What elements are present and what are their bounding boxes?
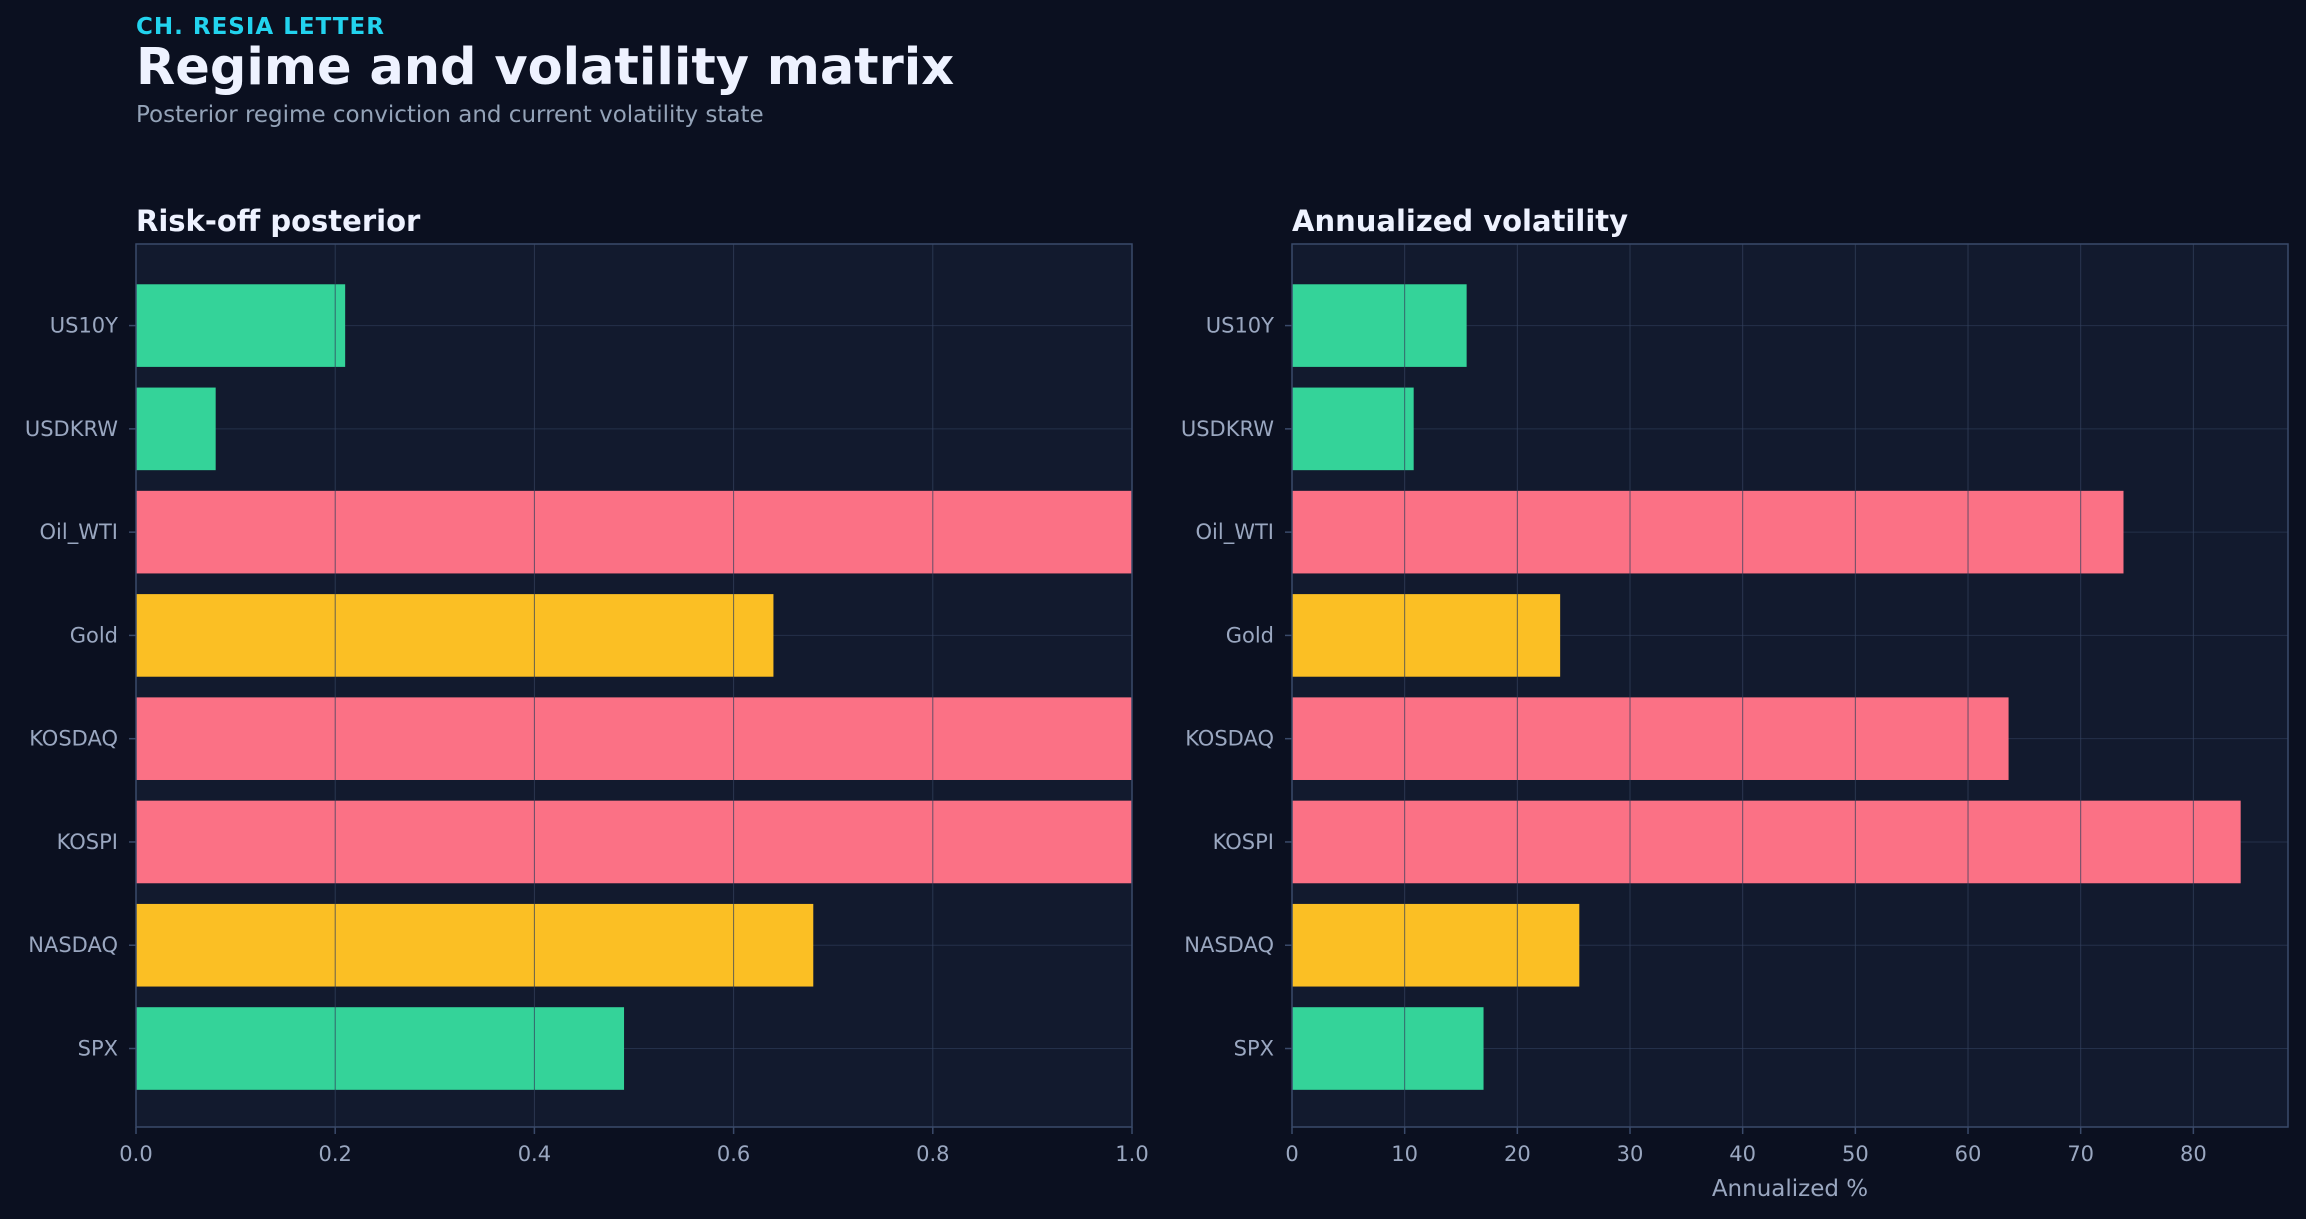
x-tick-label: 0.2 bbox=[318, 1142, 351, 1166]
y-tick-label: USDKRW bbox=[1181, 417, 1274, 441]
y-tick-label: Gold bbox=[70, 623, 118, 647]
bar-kospi bbox=[1292, 800, 2241, 884]
x-tick-label: 30 bbox=[1617, 1142, 1644, 1166]
report-kicker: CH. RESIA LETTER bbox=[136, 14, 385, 40]
bar-kosdaq bbox=[1292, 697, 2009, 780]
y-tick-label: US10Y bbox=[1206, 314, 1274, 338]
x-tick-label: 1.0 bbox=[1115, 1142, 1148, 1166]
plot-area bbox=[136, 244, 1132, 1127]
panel-title: Annualized volatility bbox=[1292, 204, 1628, 238]
y-tick-label: SPX bbox=[1234, 1037, 1274, 1061]
bar-nasdaq bbox=[136, 903, 814, 987]
bar-spx bbox=[1292, 1007, 1484, 1090]
x-tick-label: 40 bbox=[1729, 1142, 1756, 1166]
plot-frame bbox=[135, 243, 1133, 1128]
x-axis-label: Annualized % bbox=[1712, 1176, 1868, 1202]
plot-frame bbox=[1291, 243, 2289, 1128]
bar-oil-wti bbox=[136, 490, 1132, 574]
bar-gold bbox=[1292, 594, 1561, 677]
bar-us10y bbox=[136, 284, 346, 367]
plot-area bbox=[1292, 244, 2288, 1127]
y-tick-label: Gold bbox=[1226, 623, 1274, 647]
bar-us10y bbox=[1292, 284, 1467, 367]
y-tick-label: SPX bbox=[78, 1037, 118, 1061]
x-tick-label: 70 bbox=[2067, 1142, 2094, 1166]
page-title: Regime and volatility matrix bbox=[136, 38, 955, 97]
x-tick-label: 0.4 bbox=[518, 1142, 551, 1166]
page-subtitle: Posterior regime conviction and current … bbox=[136, 102, 764, 128]
bar-usdkrw bbox=[136, 387, 216, 471]
x-tick-label: 60 bbox=[1955, 1142, 1982, 1166]
bar-gold bbox=[136, 594, 774, 677]
y-tick-label: US10Y bbox=[50, 314, 118, 338]
x-tick-label: 0 bbox=[1285, 1142, 1298, 1166]
bar-oil-wti bbox=[1292, 490, 2124, 574]
panel-title: Risk-off posterior bbox=[136, 204, 421, 238]
y-tick-label: KOSPI bbox=[1213, 830, 1274, 854]
bar-nasdaq bbox=[1292, 903, 1580, 987]
x-tick-label: 80 bbox=[2180, 1142, 2207, 1166]
y-tick-label: NASDAQ bbox=[28, 933, 118, 957]
x-tick-label: 10 bbox=[1391, 1142, 1418, 1166]
bar-spx bbox=[136, 1007, 625, 1090]
chart-panel-2: Annualized volatility US10Y USDKRW Oil_WTI G… bbox=[1181, 204, 2289, 1202]
y-tick-label: KOSPI bbox=[57, 830, 118, 854]
y-tick-label: Oil_WTI bbox=[40, 520, 118, 545]
chart-panel-1: Risk-off posterior US10Y USDKRW Oil_WTI Gold… bbox=[25, 204, 1149, 1166]
x-tick-label: 20 bbox=[1504, 1142, 1531, 1166]
y-tick-label: KOSDAQ bbox=[1185, 727, 1274, 751]
y-tick-label: USDKRW bbox=[25, 417, 118, 441]
y-tick-label: Oil_WTI bbox=[1196, 520, 1274, 545]
x-tick-label: 0.8 bbox=[916, 1142, 949, 1166]
bar-kosdaq bbox=[136, 697, 1132, 780]
y-tick-label: KOSDAQ bbox=[29, 727, 118, 751]
x-tick-label: 0.6 bbox=[717, 1142, 750, 1166]
bar-kospi bbox=[136, 800, 1132, 884]
y-tick-label: NASDAQ bbox=[1184, 933, 1274, 957]
x-tick-label: 50 bbox=[1842, 1142, 1869, 1166]
bar-usdkrw bbox=[1292, 387, 1414, 471]
x-tick-label: 0.0 bbox=[119, 1142, 152, 1166]
